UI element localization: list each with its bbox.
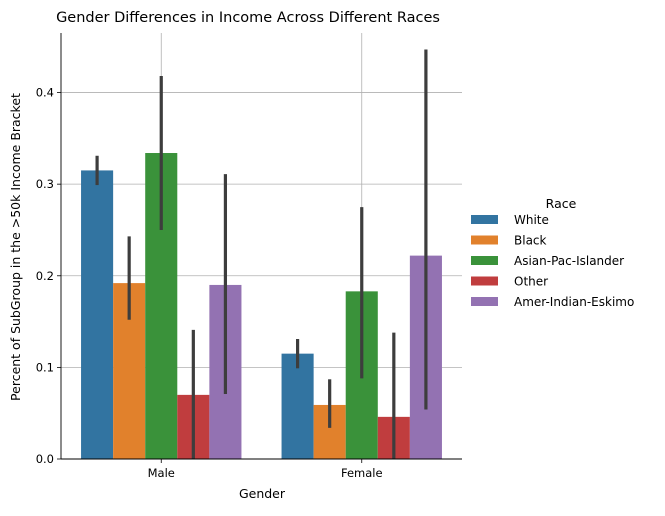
legend-entry: White <box>514 213 549 227</box>
bar <box>81 170 114 459</box>
legend: Race White Black Asian-Pac-Islander Other Am… <box>471 196 634 309</box>
chart-title: Gender Differences in Income Across Diff… <box>56 10 440 26</box>
y-tick-label: 0.0 <box>36 452 54 466</box>
legend-entry: Black <box>514 234 547 248</box>
legend-swatch <box>471 256 498 265</box>
y-tick-label: 0.4 <box>36 86 54 100</box>
bars-layer <box>81 153 442 459</box>
legend-title: Race <box>546 196 577 211</box>
x-tick-label: Female <box>341 466 383 480</box>
x-tick-label: Male <box>148 466 175 480</box>
legend-swatch <box>471 297 498 306</box>
legend-entry: Other <box>514 275 548 289</box>
legend-swatch <box>471 235 498 245</box>
legend-swatch <box>471 215 498 224</box>
y-tick-label: 0.3 <box>36 177 54 191</box>
bar <box>281 353 314 459</box>
y-tick-label: 0.2 <box>36 269 54 283</box>
legend-swatch <box>471 276 498 286</box>
legend-entry: Amer-Indian-Eskimo <box>514 295 634 309</box>
x-axis-label: Gender <box>239 486 286 501</box>
y-axis-label: Percent of SubGroup in the >50k Income B… <box>8 93 23 401</box>
errorbars-layer <box>95 49 428 459</box>
y-tick-label: 0.1 <box>36 360 54 374</box>
axes-layer: 0.0 0.1 0.2 0.3 0.4 Male Female <box>36 33 462 480</box>
legend-entry: Asian-Pac-Islander <box>514 254 624 268</box>
